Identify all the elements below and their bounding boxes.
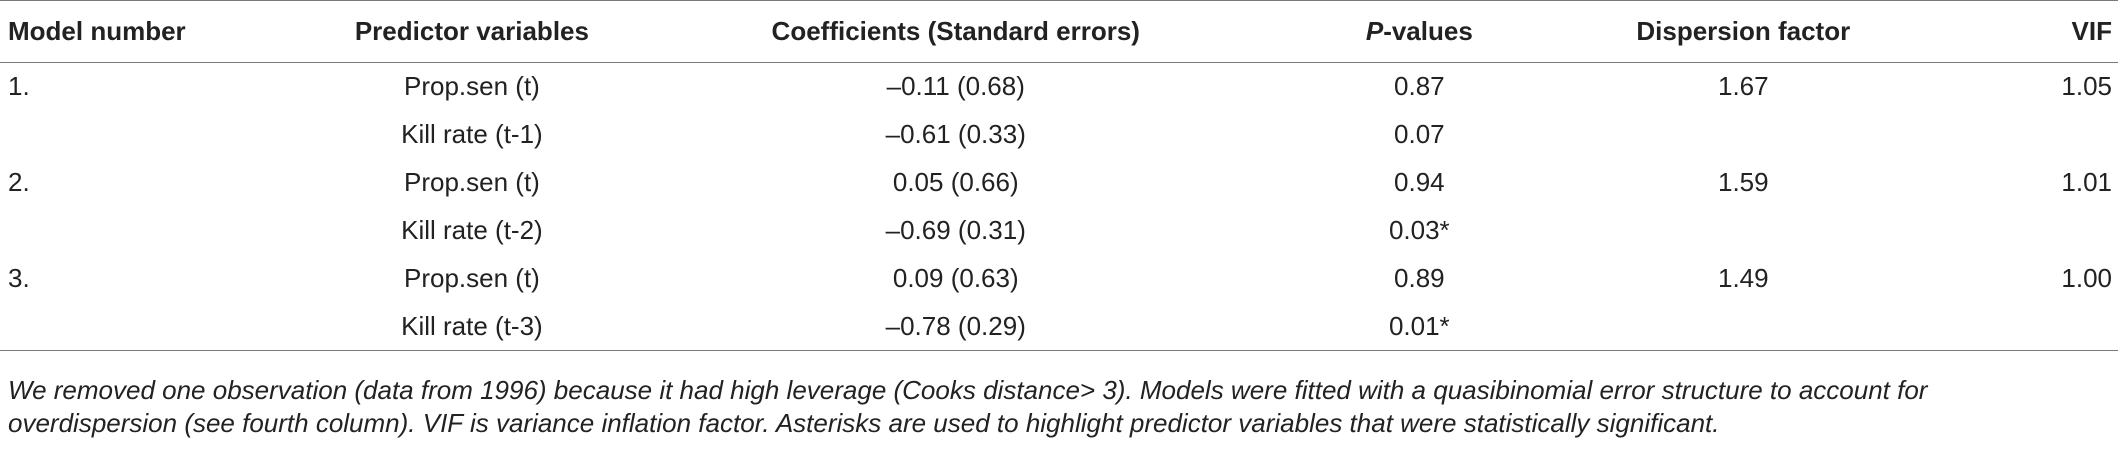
cell-coefficient: 0.05 (0.66)	[892, 167, 1019, 197]
table-row: 1. Prop.sen (t) –0.11 (0.68) 0.87 1.67 1…	[0, 63, 2118, 111]
cell-predictor: Kill rate (t-3)	[307, 302, 637, 351]
cell-vif	[1923, 111, 2118, 159]
cell-dispersion: 1.59	[1717, 167, 1769, 197]
header-vif: VIF	[1922, 0, 2118, 63]
cell-predictor: Prop.sen (t)	[404, 71, 540, 102]
header-p-values-italic-p: P	[1365, 16, 1384, 46]
footnote-line: overdispersion (see fourth column). VIF …	[8, 408, 1720, 438]
header-row: Model number Predictor variables Coeffic…	[0, 0, 2118, 63]
cell-p-value: 0.01*	[1274, 302, 1564, 351]
cell-dispersion	[1563, 302, 1923, 351]
table-row: 3. Prop.sen (t) 0.09 (0.63) 0.89 1.49 1.…	[0, 255, 2118, 303]
cell-vif	[1922, 302, 2118, 351]
cell-coefficient: 0.09 (0.63)	[892, 263, 1019, 293]
cell-dispersion: 1.67	[1717, 71, 1769, 102]
cell-predictor: Kill rate (t-1)	[401, 119, 543, 149]
cell-model: 2.	[8, 167, 30, 197]
cell-p-value: 0.87	[1394, 71, 1445, 102]
header-dispersion-factor: Dispersion factor	[1563, 0, 1923, 63]
cell-vif: 1.01	[2061, 167, 2112, 197]
cell-predictor: Prop.sen (t)	[404, 263, 540, 293]
table-row: Kill rate (t-2) –0.69 (0.31) 0.03*	[0, 207, 2118, 255]
cell-model: 1.	[8, 71, 30, 102]
cell-vif: 1.05	[2061, 71, 2112, 102]
table-body: 1. Prop.sen (t) –0.11 (0.68) 0.87 1.67 1…	[0, 63, 2118, 351]
cell-predictor: Prop.sen (t)	[404, 167, 540, 197]
footnote-line: We removed one observation (data from 19…	[8, 375, 1928, 405]
cell-dispersion	[1564, 111, 1923, 159]
table-row: 2. Prop.sen (t) 0.05 (0.66) 0.94 1.59 1.…	[0, 159, 2118, 207]
cell-coefficient: –0.61 (0.33)	[885, 119, 1026, 149]
header-p-values: P-values	[1274, 0, 1564, 63]
table-header: Model number Predictor variables Coeffic…	[0, 0, 2118, 63]
cell-p-value: 0.07	[1394, 119, 1445, 149]
cell-p-value: 0.94	[1394, 167, 1445, 197]
regression-results-table: Model number Predictor variables Coeffic…	[0, 0, 2118, 351]
cell-model: 3.	[8, 263, 30, 293]
header-model-number: Model number	[0, 0, 308, 63]
cell-p-value: 0.03*	[1388, 215, 1450, 245]
cell-model	[0, 302, 308, 351]
cell-model	[0, 111, 307, 159]
table-row: Kill rate (t-3) –0.78 (0.29) 0.01*	[0, 302, 2118, 351]
cell-vif: 1.00	[2061, 263, 2112, 293]
header-coefficients: Coefficients (Standard errors)	[636, 0, 1275, 63]
table-footnote: We removed one observation (data from 19…	[8, 374, 2098, 440]
cell-coefficient: –0.69 (0.31)	[885, 215, 1026, 245]
cell-coefficient: –0.11 (0.68)	[886, 71, 1025, 102]
cell-predictor: Kill rate (t-2)	[401, 215, 543, 245]
cell-vif	[1923, 207, 2118, 255]
cell-model	[0, 207, 307, 255]
cell-p-value: 0.89	[1394, 263, 1445, 293]
header-p-values-suffix: -values	[1383, 16, 1473, 46]
cell-coefficient: –0.78 (0.29)	[636, 302, 1275, 351]
header-predictor-variables: Predictor variables	[307, 0, 637, 63]
cell-dispersion: 1.49	[1717, 263, 1769, 293]
cell-dispersion	[1564, 207, 1923, 255]
table-row: Kill rate (t-1) –0.61 (0.33) 0.07	[0, 111, 2118, 159]
